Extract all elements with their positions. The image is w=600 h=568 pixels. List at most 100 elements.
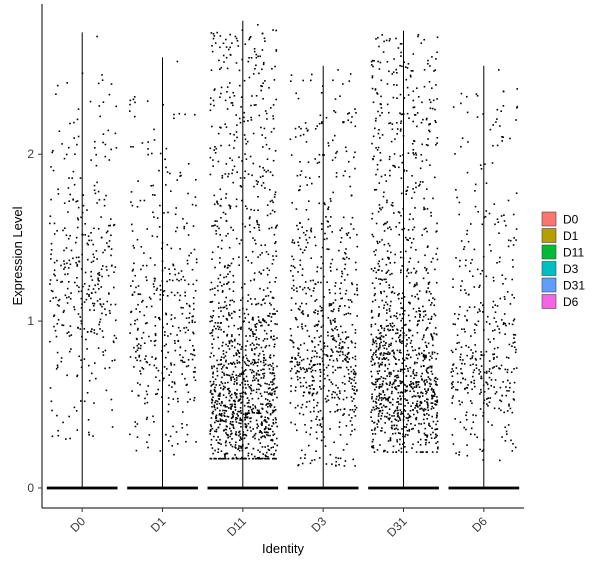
data-point [253,209,256,212]
data-point [246,412,248,415]
data-point [377,372,379,375]
data-point [236,40,239,42]
data-point [355,112,357,114]
data-point [331,258,334,261]
data-point [504,322,506,325]
data-point [78,355,80,358]
data-point [309,385,311,387]
data-point [236,343,239,345]
data-point [371,343,374,346]
data-point [100,286,102,288]
data-point [249,37,251,39]
data-point [274,150,277,152]
data-point [372,135,375,138]
data-point [405,417,408,419]
data-point [209,156,212,159]
data-point [271,372,273,375]
data-point [246,340,249,342]
data-point [413,191,416,194]
data-point [392,370,395,372]
data-point [93,402,95,404]
data-point [260,431,262,433]
data-point [474,433,476,436]
data-point [373,352,375,354]
data-point [341,351,344,353]
data-point [399,432,401,435]
data-point [513,318,516,320]
data-point [63,249,65,252]
data-point [372,400,375,403]
data-point [267,364,270,367]
data-point [266,267,269,270]
data-point [466,233,468,235]
data-point [403,409,406,411]
data-point [223,420,226,423]
data-point [191,358,194,361]
data-point [406,112,409,115]
data-point [222,404,225,407]
data-point [303,342,306,345]
data-point [224,355,227,357]
data-point [270,453,273,456]
data-point [148,335,150,338]
data-point [493,386,495,388]
data-point [496,305,499,307]
data-point [185,326,188,329]
data-point [337,310,340,312]
data-point [154,334,157,337]
data-point [174,349,177,352]
data-point [376,407,379,409]
data-point [392,382,395,384]
y-tick-label: 0 [27,481,34,495]
data-point [98,280,100,282]
data-point [267,431,269,434]
data-point [452,386,455,388]
data-point [412,238,415,240]
data-point [301,462,304,465]
data-point [435,253,437,255]
data-point [236,362,239,364]
data-point [87,258,89,261]
data-point [509,386,511,389]
data-point [220,356,223,358]
data-point [320,388,322,390]
data-point [403,368,406,370]
data-point [506,433,508,435]
data-point [234,392,236,394]
data-point [376,426,379,428]
data-point [318,336,321,339]
data-point [498,328,500,330]
data-point [86,392,89,394]
data-point [327,142,330,144]
data-point [476,116,479,118]
data-point [451,383,454,386]
data-point [238,256,240,258]
data-point [243,111,245,114]
data-point [387,256,389,259]
data-point [154,325,157,327]
data-point [240,418,243,421]
data-point [417,383,420,386]
data-point [399,391,402,394]
data-point [212,371,214,374]
data-point [400,177,403,179]
data-point [413,153,415,156]
data-point [86,348,88,350]
data-point [423,228,426,231]
data-point [430,293,432,295]
data-point [410,339,413,342]
data-point [436,396,438,398]
data-point [186,401,189,403]
data-point [136,382,139,384]
data-point [147,385,149,387]
data-point [104,308,106,310]
data-point [342,257,345,260]
data-point [415,249,417,251]
data-point [244,414,247,416]
data-point [246,397,249,399]
data-point [195,279,198,282]
data-point [260,321,262,324]
data-point [247,259,249,262]
data-point [210,352,213,355]
data-point [231,403,233,406]
